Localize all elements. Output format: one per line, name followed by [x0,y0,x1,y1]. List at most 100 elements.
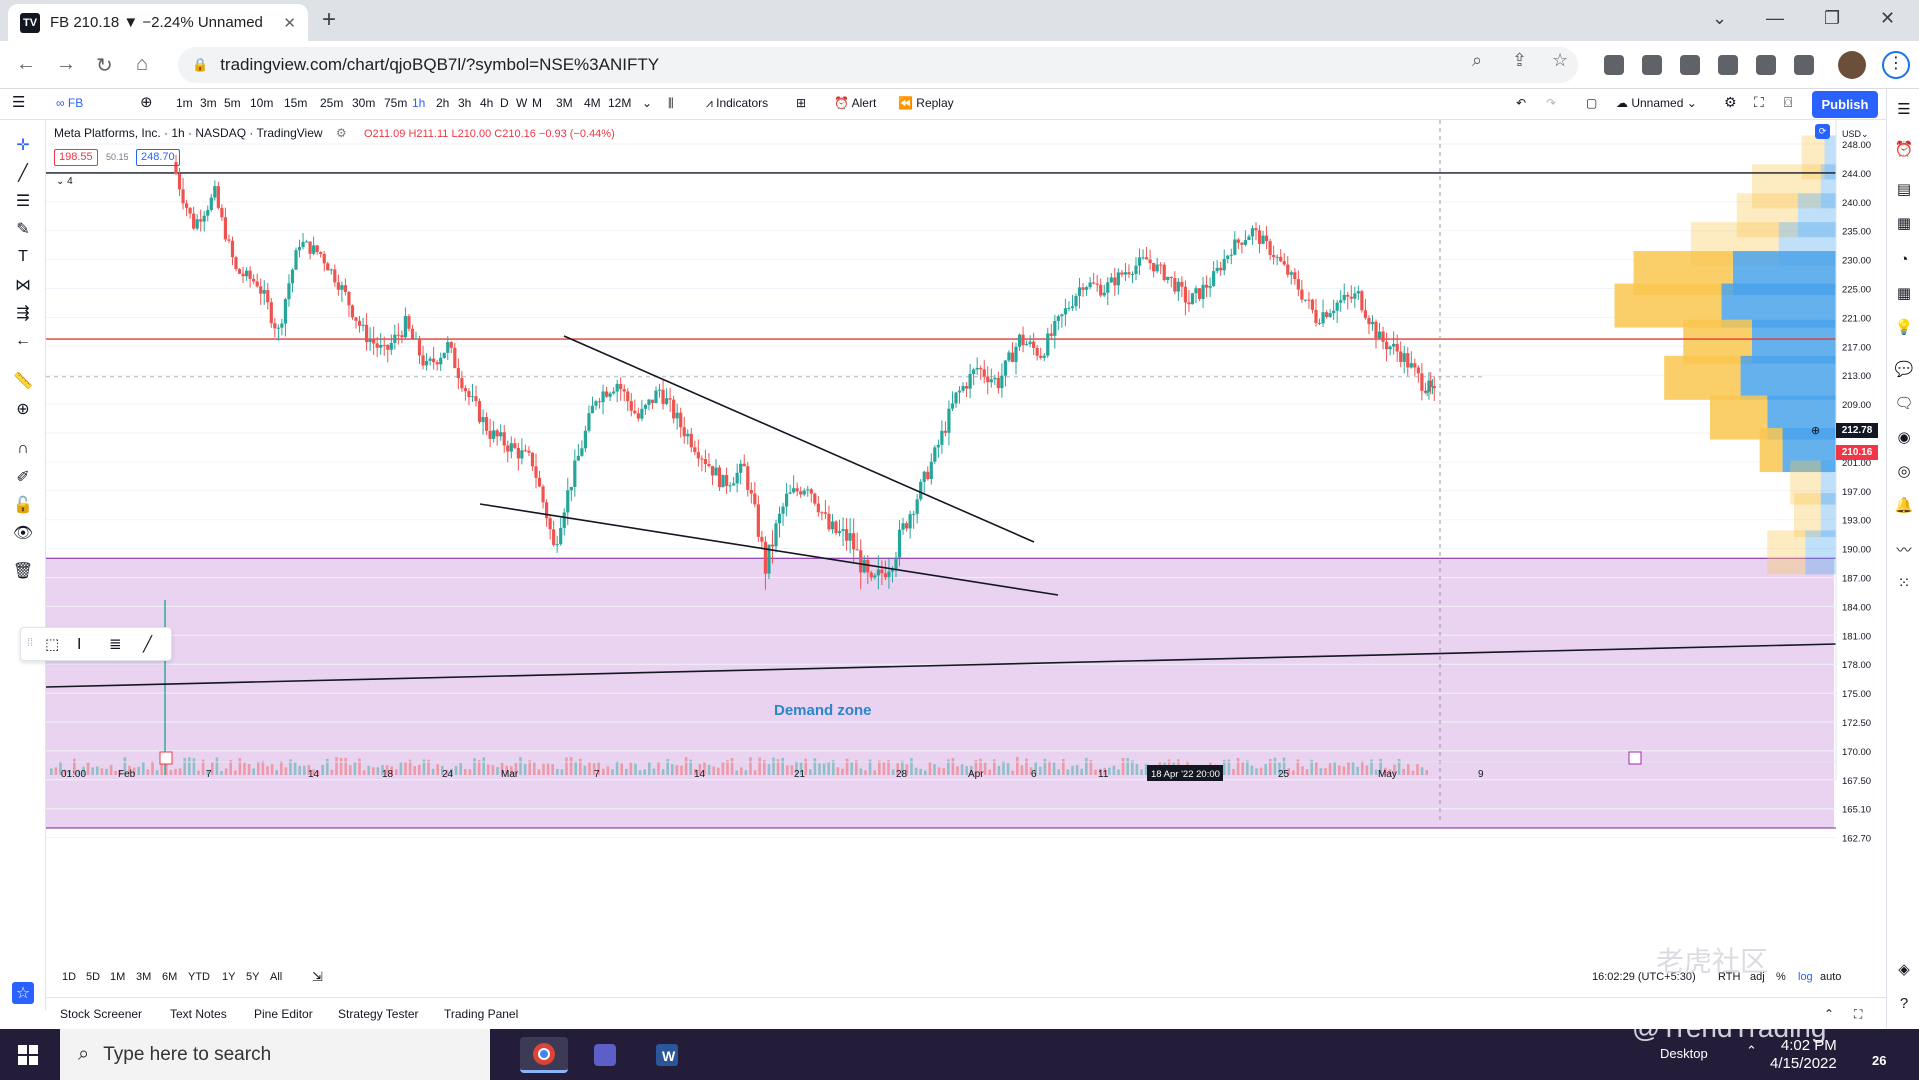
taskbar-search[interactable]: ⌕ Type here to search [60,1029,490,1080]
messages-icon[interactable]: 🗨 [1894,395,1914,412]
extension-icon[interactable] [1604,55,1624,75]
back-arrow-icon[interactable]: ← [15,332,31,349]
interval-15m[interactable]: 15m [284,96,308,110]
long-term-trend-line[interactable] [46,643,1837,688]
taskbar-clock[interactable]: 4:02 PM 4/15/2022 [1770,1037,1837,1073]
profile-avatar[interactable] [1838,51,1866,79]
restore-icon[interactable]: ❐ [1824,8,1841,28]
stay-drawing-icon[interactable]: ✐ [16,469,30,486]
trash-icon[interactable]: 🗑 [12,563,34,580]
magnet-icon[interactable]: ∩ [17,440,29,457]
interval-10m[interactable]: 10m [250,96,274,110]
interval-4h[interactable]: 4h [480,96,494,110]
interval-30m[interactable]: 30m [352,96,376,110]
order-panel-icon[interactable]: 〰 [1896,541,1912,559]
range-all[interactable]: All [270,971,283,983]
close-window-icon[interactable]: ✕ [1880,8,1896,28]
line-tool-icon[interactable]: ╱ [143,636,153,653]
rth-toggle[interactable]: RTH [1718,971,1741,983]
trend-line-icon[interactable]: ╱ [18,165,28,182]
maximize-panel-icon[interactable]: ⛶ [1854,1007,1863,1021]
publish-button[interactable]: Publish [1812,91,1878,118]
interval-3M[interactable]: 3M [556,96,573,110]
timezone-label[interactable]: 16:02:29 (UTC+5:30) [1592,971,1696,983]
interval-1m[interactable]: 1m [176,96,193,110]
text-anchor-icon[interactable]: Ⅰ [77,636,82,653]
interval-5m[interactable]: 5m [224,96,241,110]
interval-1h[interactable]: 1h [412,96,426,110]
replay-button[interactable]: ⏪ Replay [898,96,954,110]
chart-pane[interactable]: 248.00 244.00 240.00 235.00 230.00 225.00 221.… [46,120,1886,940]
layers-icon[interactable]: ◈ [1898,961,1910,978]
range-ytd[interactable]: YTD [188,971,210,983]
ask-badge[interactable]: 248.70 [136,149,180,166]
range-6m[interactable]: 6M [162,971,178,983]
bookmark-star-icon[interactable]: ☆ [1552,50,1569,70]
prediction-icon[interactable]: ⇶ [16,305,30,322]
url-text[interactable]: tradingview.com/chart/qjoBQB7l/?symbol=N… [220,55,660,74]
auto-toggle[interactable]: auto [1820,971,1842,983]
layout-name-button[interactable]: ☁ Unnamed ⌄ [1616,96,1697,110]
range-1d[interactable]: 1D [62,971,77,983]
dividend-marker[interactable] [159,751,173,765]
compare-add-icon[interactable]: ⊕ [140,94,153,111]
rectangle-tool-icon[interactable]: ⬚ [45,636,60,653]
forward-icon[interactable]: → [56,53,76,75]
hotlists-icon[interactable]: ◔ [1899,250,1909,268]
range-5d[interactable]: 5D [86,971,101,983]
alert-button[interactable]: ⏰ Alert [834,96,877,110]
interval-M[interactable]: M [532,96,542,110]
help-icon[interactable]: ? [1899,994,1909,1012]
indicators-button[interactable]: ⩘ Indicators [706,96,769,110]
tab-strategy-tester[interactable]: Strategy Tester [338,1007,419,1021]
live-icon[interactable]: ◎ [1897,463,1911,480]
extensions-puzzle-icon[interactable] [1718,55,1738,75]
new-tab-icon[interactable]: + [322,6,337,33]
settings-gear-icon[interactable]: ⚙ [1724,94,1737,110]
interval-dropdown-icon[interactable]: ⌄ [642,96,653,110]
tab-search-chevron-icon[interactable]: ⌄ [1712,8,1728,28]
browser-tab[interactable]: TV FB 210.18 ▼ −2.24% Unnamed ✕ [8,4,308,41]
streams-icon[interactable]: ◉ [1897,429,1911,446]
news-icon[interactable]: ▤ [1896,181,1912,198]
range-3m[interactable]: 3M [136,971,152,983]
resistance-trend-line[interactable] [563,335,1035,543]
symbol-search[interactable]: ∞ FB [56,96,84,110]
side-panel-icon[interactable] [1794,55,1814,75]
redo-icon[interactable]: ↷ [1546,96,1557,110]
zoom-icon[interactable]: ⌕ [1472,50,1483,70]
crosshair-icon[interactable]: ✛ [16,137,30,154]
percent-toggle[interactable]: % [1776,971,1786,983]
text-tool-icon[interactable]: T [18,248,28,265]
interval-4M[interactable]: 4M [584,96,601,110]
support-trend-line[interactable] [479,503,1059,596]
share-icon[interactable]: ⇪ [1512,50,1528,70]
chart-canvas[interactable]: 248.00 244.00 240.00 235.00 230.00 225.00 221.… [46,120,1886,970]
range-1m[interactable]: 1M [110,971,126,983]
tab-stock-screener[interactable]: Stock Screener [60,1007,143,1021]
calendar-icon[interactable]: ▦ [1896,285,1912,302]
collapse-indicators-toggle[interactable]: ⌄ 4 [56,176,73,187]
snapshot-camera-icon[interactable]: ⌼ [1784,94,1793,110]
ideas-bulb-icon[interactable]: 💡 [1894,319,1914,336]
chrome-taskbar-icon[interactable] [520,1037,568,1073]
drag-handle-icon[interactable]: ⁞⁞ [27,637,34,649]
fullscreen-icon[interactable]: ⛶ [1754,94,1764,110]
tab-pine-editor[interactable]: Pine Editor [254,1007,313,1021]
templates-icon[interactable]: ⊞ [796,96,807,110]
main-menu-icon[interactable]: ☰ [12,94,26,111]
home-icon[interactable]: ⌂ [136,53,149,75]
interval-3m[interactable]: 3m [200,96,217,110]
extension-icon[interactable] [1642,55,1662,75]
notification-count[interactable]: 26 [1872,1053,1887,1068]
windows-start-icon[interactable] [18,1045,38,1065]
goto-date-icon[interactable]: ⇲ [312,969,323,984]
chart-type-icon[interactable]: ⫼ [668,96,674,110]
favorites-star-icon[interactable]: ☆ [12,982,34,1004]
interval-12M[interactable]: 12M [608,96,632,110]
currency-dropdown[interactable]: USD⌄ [1842,129,1869,139]
alerts-clock-icon[interactable]: ⏰ [1894,141,1914,158]
hide-drawings-icon[interactable]: 👁 [12,525,34,542]
reload-icon[interactable]: ↻ [96,55,113,77]
ruler-icon[interactable]: 📏 [13,373,33,390]
